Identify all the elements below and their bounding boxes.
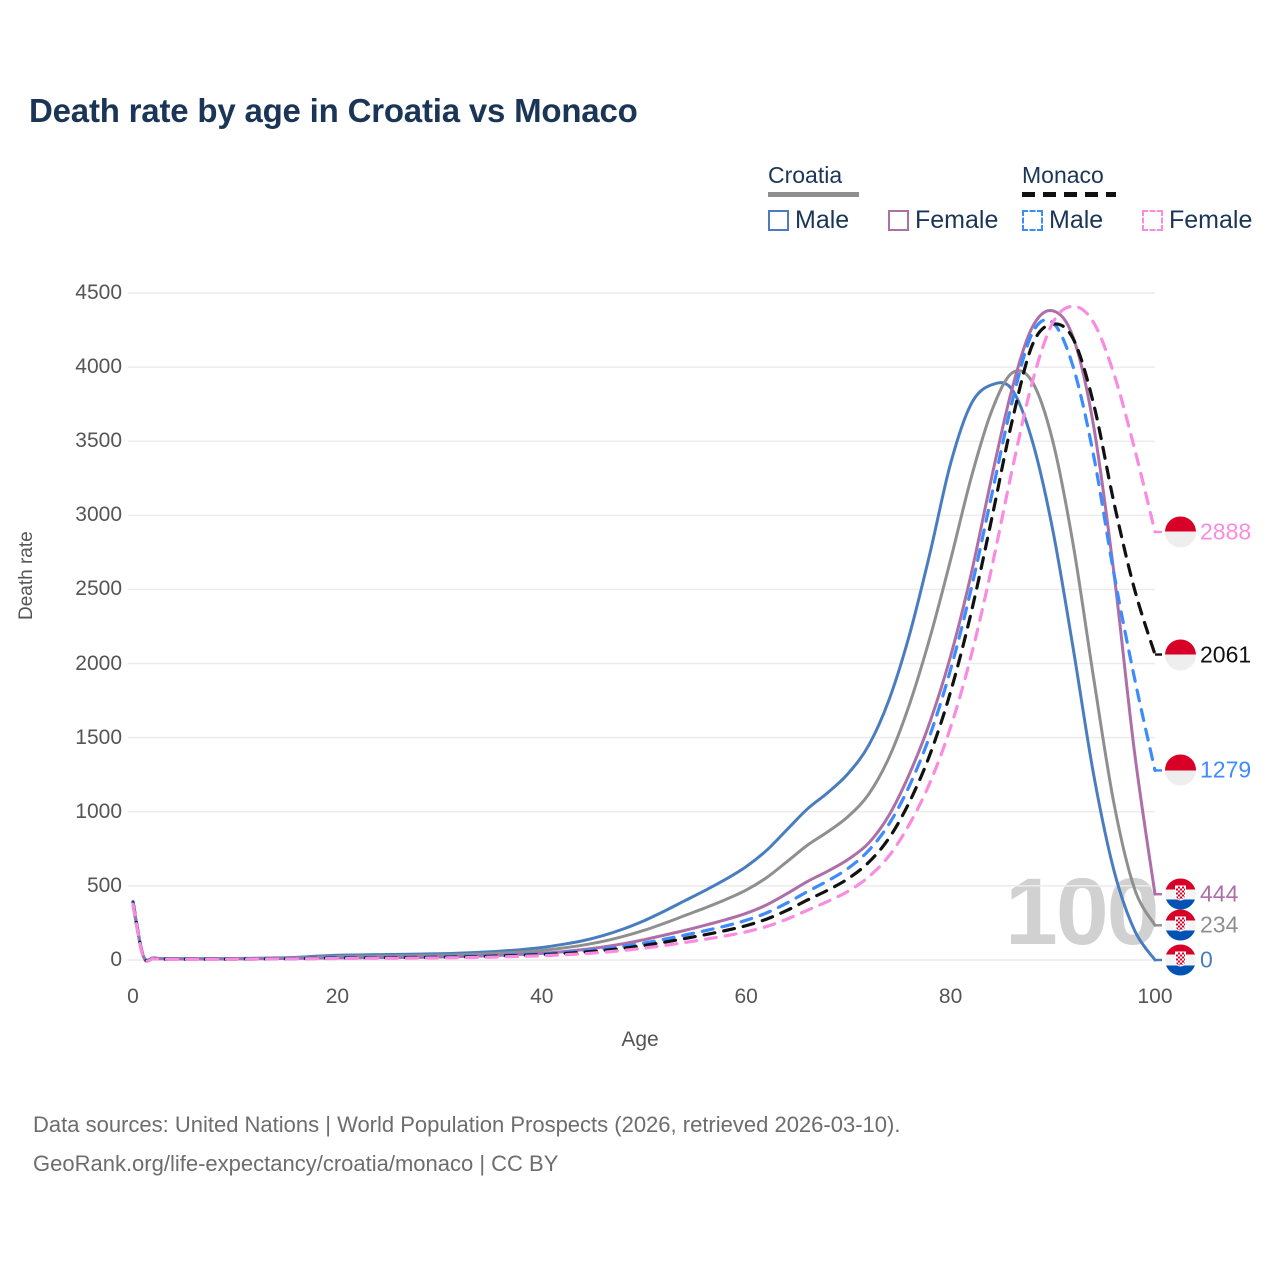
y-axis-tick-label: 4500 [75, 281, 122, 304]
endpoint-value-label: 2888 [1200, 518, 1252, 545]
legend-item-monaco-male[interactable]: Male [1022, 206, 1103, 235]
croatia-flag-icon [1165, 944, 1196, 976]
y-axis-tick-label: 4000 [75, 355, 122, 379]
croatia-flag-icon [1165, 909, 1196, 941]
legend-swatch-icon [1142, 210, 1163, 231]
legend-group-croatia-title: Croatia [768, 162, 843, 188]
endpoint-marker-monaco-female[interactable]: 2888 [1165, 516, 1252, 548]
endpoint-marker-monaco-total[interactable]: 2061 [1165, 639, 1251, 670]
y-axis-tick-label: 0 [110, 948, 122, 971]
legend-group-monaco-rule [1022, 192, 1116, 197]
x-axis-tick-label: 80 [938, 985, 963, 1008]
series-line-monaco-female [131, 304, 1157, 963]
y-axis-label: Death rate [16, 531, 37, 620]
endpoint-value-label: 2061 [1200, 641, 1252, 667]
monaco-flag-icon [1165, 754, 1196, 786]
legend-item-label: Male [1049, 206, 1104, 234]
endpoint-marker-croatia-female[interactable]: 444 [1165, 878, 1239, 910]
legend-swatch-icon [1022, 210, 1043, 231]
legend-item-monaco-female[interactable]: Female [1142, 206, 1252, 235]
endpoint-marker-croatia-male[interactable]: 0 [1165, 944, 1213, 976]
endpoint-marker-croatia-total[interactable]: 234 [1165, 909, 1239, 941]
x-axis-tick-label: 20 [325, 985, 350, 1008]
page-title: Death rate by age in Croatia vs Monaco [29, 92, 638, 129]
legend-item-label: Female [915, 206, 999, 234]
legend-item-croatia-female[interactable]: Female [888, 206, 998, 235]
monaco-flag-icon [1165, 639, 1196, 670]
legend-item-label: Female [1169, 206, 1253, 234]
series-line-croatia-female [131, 308, 1157, 963]
series-line-monaco-total [131, 322, 1157, 963]
legend-item-label: Male [795, 206, 850, 234]
endpoint-marker-monaco-male[interactable]: 1279 [1165, 754, 1252, 786]
x-axis-tick-label: 40 [530, 985, 554, 1008]
series-line-croatia-total [131, 369, 1157, 962]
y-axis-tick-label: 2500 [75, 577, 122, 601]
x-axis-label: Age [621, 1028, 659, 1051]
chart-legend: Croatia Monaco Male Female Male Female [760, 162, 1260, 242]
croatia-flag-icon [1165, 878, 1196, 910]
footer-line-1: Data sources: United Nations | World Pop… [33, 1112, 901, 1137]
y-axis-tick-label: 500 [86, 873, 122, 897]
endpoint-value-label: 1279 [1200, 756, 1252, 783]
y-axis-tick-label: 1000 [75, 799, 122, 823]
legend-swatch-icon [768, 210, 789, 231]
footer-attribution: Data sources: United Nations | World Pop… [33, 1106, 900, 1183]
y-axis-tick-label: 3000 [75, 503, 122, 527]
endpoint-value-label: 234 [1200, 911, 1239, 938]
y-axis-tick-label: 1500 [75, 725, 122, 749]
y-axis-tick-label: 3500 [75, 429, 122, 453]
x-axis-tick-label: 0 [127, 985, 139, 1008]
series-line-monaco-male [131, 318, 1157, 963]
legend-group-monaco-title: Monaco [1022, 162, 1104, 188]
legend-swatch-icon [888, 210, 909, 231]
legend-item-croatia-male[interactable]: Male [768, 206, 849, 235]
endpoint-value-label: 444 [1200, 880, 1239, 907]
x-axis-tick-label: 100 [1137, 985, 1173, 1008]
y-axis-tick-label: 2000 [75, 651, 122, 675]
x-axis-tick-label: 60 [734, 985, 758, 1008]
footer-line-2: GeoRank.org/life-expectancy/croatia/mona… [33, 1150, 559, 1176]
legend-group-croatia-rule [768, 192, 859, 197]
monaco-flag-icon [1165, 516, 1196, 548]
endpoint-value-label: 0 [1200, 946, 1213, 973]
